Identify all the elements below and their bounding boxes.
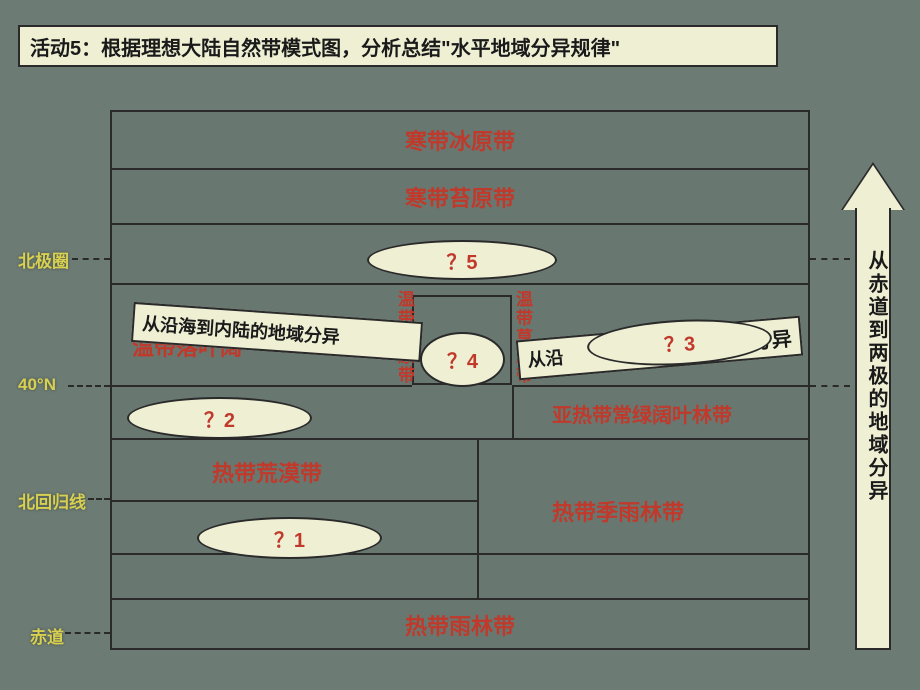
arrow-head-fill: [843, 165, 903, 210]
zone-tropical-monsoon: 热带季雨林带: [552, 495, 684, 527]
label-equator: 赤道: [30, 623, 64, 648]
label-arctic: 北极圈: [18, 247, 69, 272]
dashed-tropic-left: [88, 498, 110, 500]
zone-rainforest-label: 热带雨林带: [405, 609, 515, 641]
ellipse-q1-label: ？1: [274, 524, 305, 553]
banner-right-partial-text: 从沿: [526, 343, 564, 372]
label-tropic: 北回归线: [18, 488, 86, 513]
activity-title-bar: 活动5：根据理想大陆自然带模式图，分析总结"水平地域分异规律": [18, 25, 778, 67]
dashed-arctic-left: [72, 258, 110, 260]
zone-polar-ice: 寒带冰原带: [112, 112, 808, 170]
dashed-arctic-right: [810, 258, 850, 260]
zone-tropical-desert: 热带荒漠带: [212, 456, 322, 488]
zone-tropical-rainforest: 热带雨林带: [112, 600, 808, 650]
ellipse-q2-label: ？2: [204, 404, 235, 433]
ellipse-q4: ？4: [420, 332, 505, 387]
ellipse-q3-label: ？3: [663, 327, 696, 358]
zone-subtropical-evergreen: 亚热带常绿阔叶林带: [552, 399, 732, 428]
activity-title: 活动5：根据理想大陆自然带模式图，分析总结"水平地域分异规律": [30, 32, 620, 61]
arrow-vertical-label: 从赤道到两极的地域分异: [862, 250, 891, 503]
divider-subtrop-vert: [512, 385, 514, 440]
zone-row7: [112, 555, 808, 600]
ellipse-q4-label: ？4: [447, 345, 478, 374]
ellipse-q5-label: ？5: [446, 246, 477, 275]
ellipse-q1: ？1: [197, 517, 382, 559]
dashed-40n-right: [810, 385, 850, 387]
natural-zone-diagram: 寒带冰原带 寒带苔原带 温带落叶阔 温带草原带 温带草原带 亚热带常绿阔叶林带 …: [110, 110, 810, 650]
dashed-equator-left: [65, 632, 110, 634]
divider-trop-horiz: [112, 500, 477, 502]
zone-tundra: 寒带苔原带: [112, 170, 808, 225]
zone-polar-ice-label: 寒带冰原带: [405, 124, 515, 156]
ellipse-q2: ？2: [127, 397, 312, 439]
ellipse-q5: ？5: [367, 240, 557, 280]
label-40n: 40°N: [18, 375, 56, 395]
zone-tundra-label: 寒带苔原带: [405, 181, 515, 213]
banner-coast-inland-text: 从沿海到内陆的地域分异: [141, 310, 340, 350]
dashed-40n-left: [68, 385, 110, 387]
